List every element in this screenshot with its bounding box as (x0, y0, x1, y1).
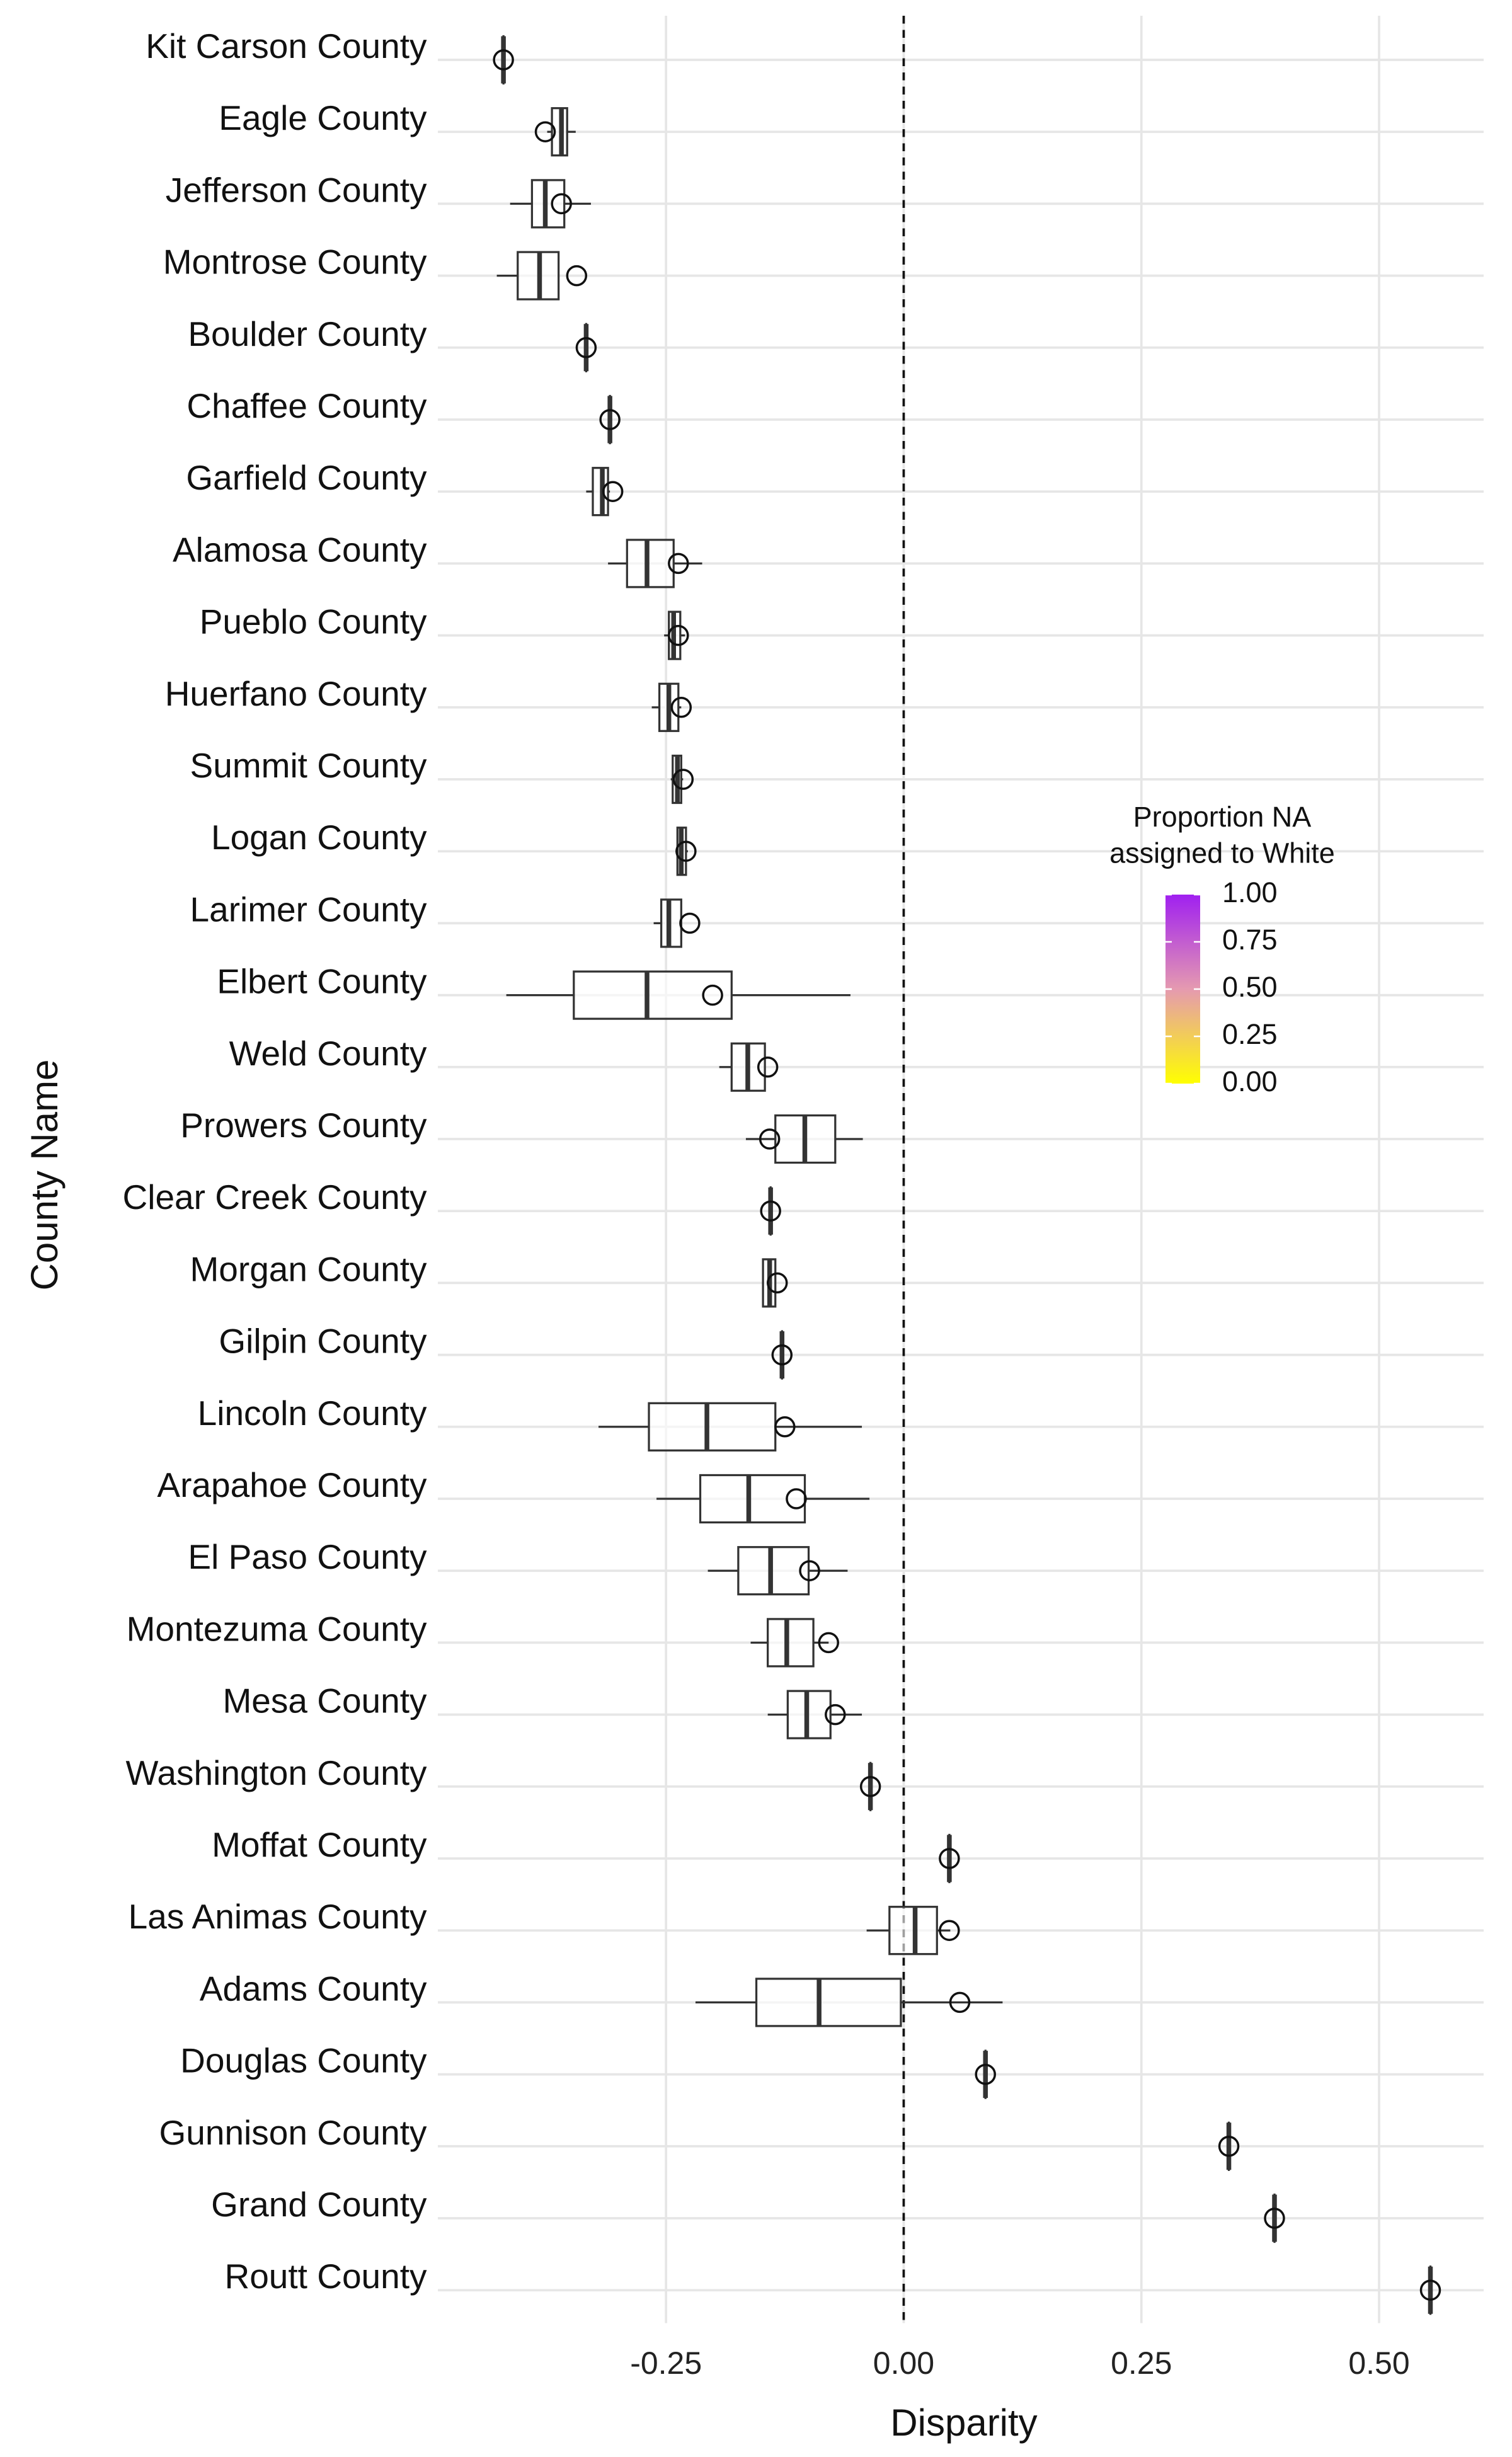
y-tick-label: Elbert County (217, 962, 427, 1001)
point-marker (668, 553, 689, 575)
box (530, 179, 566, 229)
y-tick-label: Summit County (190, 746, 427, 785)
box (573, 970, 733, 1020)
y-tick-label: Kit Carson County (146, 26, 427, 66)
point-marker (759, 1128, 781, 1150)
y-tick-label: Alamosa County (173, 530, 427, 569)
y-tick-label: Prowers County (180, 1106, 427, 1145)
point-marker (602, 481, 624, 502)
legend-title: assigned to White (1109, 837, 1335, 869)
point-marker (774, 1416, 796, 1438)
y-tick-label: Washington County (126, 1753, 427, 1792)
point-marker (757, 1057, 779, 1078)
y-tick-label: Adams County (200, 1969, 427, 2008)
point-marker (599, 409, 621, 430)
y-tick-label: Chaffee County (186, 386, 427, 425)
point-marker (825, 1704, 846, 1726)
point-marker (859, 1776, 881, 1797)
box (755, 1978, 902, 2027)
point-marker (771, 1344, 793, 1366)
x-tick-label: 0.50 (1348, 2345, 1409, 2381)
x-axis-label: Disparity (890, 2402, 1037, 2444)
point-marker (575, 337, 597, 358)
box (786, 1690, 832, 1739)
y-tick-label: Douglas County (180, 2041, 427, 2080)
x-tick-label: 0.00 (873, 2345, 934, 2381)
colorbar-tick-label: 0.50 (1222, 971, 1278, 1003)
point-marker (675, 840, 697, 862)
point-marker (949, 1991, 971, 2013)
point-marker (939, 1848, 960, 1869)
colorbar-tick-label: 0.00 (1222, 1065, 1278, 1097)
point-marker (668, 624, 689, 646)
y-tick-label: Logan County (211, 818, 427, 857)
y-tick-label: Clear Creek County (123, 1177, 427, 1217)
point-marker (760, 1200, 781, 1222)
point-marker (534, 121, 556, 142)
y-tick-label: Moffat County (212, 1825, 427, 1864)
y-tick-label: Gunnison County (159, 2113, 427, 2152)
y-tick-label: Weld County (229, 1034, 427, 1073)
x-tick-label: 0.25 (1111, 2345, 1172, 2381)
box (626, 539, 675, 588)
point-marker (1419, 2279, 1441, 2301)
point-marker (551, 193, 572, 215)
y-tick-label: Jefferson County (166, 170, 427, 209)
y-tick-label: Montrose County (163, 243, 427, 282)
y-tick-label: Larimer County (190, 890, 427, 929)
y-tick-label: Routt County (224, 2257, 427, 2296)
point-marker (786, 1488, 807, 1509)
box (648, 1402, 777, 1452)
y-tick-label: Montezuma County (127, 1609, 427, 1648)
point-marker (566, 265, 588, 287)
point-marker (818, 1632, 839, 1654)
box (767, 1618, 815, 1668)
y-tick-label: Lincoln County (198, 1394, 427, 1433)
y-tick-label: Mesa County (222, 1681, 427, 1721)
point-marker (1218, 2136, 1240, 2157)
y-tick-label: Gilpin County (219, 1322, 427, 1361)
point-marker (766, 1272, 788, 1294)
point-marker (493, 49, 514, 71)
box (699, 1474, 806, 1524)
point-marker (702, 984, 723, 1006)
x-tick-label: -0.25 (630, 2345, 702, 2381)
y-tick-label: Arapahoe County (157, 1465, 427, 1504)
legend-title: Proportion NA (1133, 801, 1312, 833)
y-axis-label: County Name (23, 1060, 66, 1291)
colorbar-tick-label: 0.75 (1222, 924, 1278, 956)
y-tick-label: Eagle County (219, 98, 427, 137)
point-marker (975, 2063, 996, 2085)
colorbar-tick-label: 0.25 (1222, 1018, 1278, 1050)
point-marker (672, 769, 694, 790)
y-tick-label: Boulder County (188, 314, 427, 353)
y-tick-label: Morgan County (190, 1249, 427, 1288)
y-tick-label: Huerfano County (165, 674, 427, 713)
point-marker (939, 1920, 960, 1941)
box (737, 1546, 810, 1596)
point-marker (1264, 2208, 1285, 2229)
colorbar-tick-label: 1.00 (1222, 876, 1278, 908)
y-tick-label: Garfield County (186, 458, 427, 497)
y-tick-label: Grand County (211, 2185, 427, 2224)
point-marker (799, 1560, 820, 1581)
box (660, 898, 682, 948)
y-tick-label: Las Animas County (129, 1897, 427, 1936)
y-tick-label: El Paso County (188, 1537, 427, 1576)
point-marker (679, 912, 701, 934)
y-tick-label: Pueblo County (200, 602, 427, 641)
point-marker (670, 697, 692, 718)
